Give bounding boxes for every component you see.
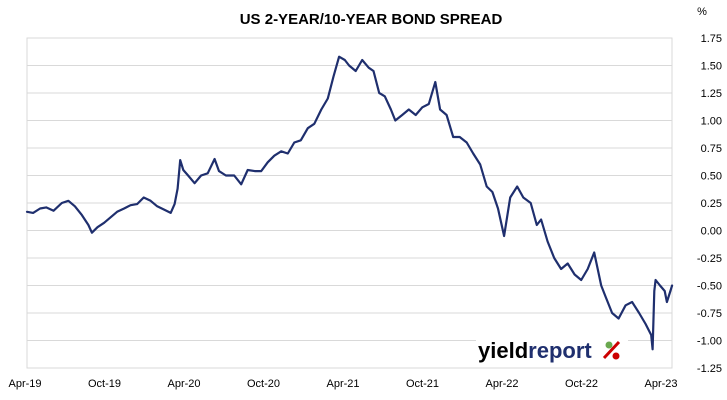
spread-series-line (25, 55, 674, 351)
x-tick-label: Oct-20 (247, 378, 280, 390)
y-tick-label: 1.25 (701, 88, 722, 100)
y-tick-label: 0.75 (701, 143, 722, 155)
x-tick-label: Oct-19 (88, 378, 121, 390)
plot-area-border (26, 37, 673, 369)
y-axis-unit-label: % (697, 6, 707, 18)
y-tick-label: -0.75 (697, 308, 722, 320)
x-axis-ticks: Apr-19 Oct-19 Apr-20 Oct-20 Apr-21 Oct-21 Apr-… (8, 378, 677, 390)
x-tick-label: Apr-19 (8, 378, 41, 390)
x-tick-label: Apr-21 (326, 378, 359, 390)
y-tick-label: 0.00 (701, 226, 722, 238)
x-tick-label: Apr-23 (644, 378, 677, 390)
y-tick-label: 1.00 (701, 116, 722, 128)
y-tick-label: 1.50 (701, 61, 722, 73)
y-tick-label: 0.25 (701, 198, 722, 210)
logo-text-report: report (528, 338, 592, 363)
y-tick-label: 1.75 (701, 33, 722, 45)
y-tick-label: -1.25 (697, 363, 722, 375)
x-tick-label: Oct-22 (565, 378, 598, 390)
logo-percent-icon (602, 340, 621, 360)
x-tick-label: Apr-22 (485, 378, 518, 390)
x-tick-label: Oct-21 (406, 378, 439, 390)
y-tick-label: -0.50 (697, 281, 722, 293)
y-tick-label: -0.25 (697, 253, 722, 265)
y-tick-label: 0.50 (701, 171, 722, 183)
y-axis-ticks: 1.75 1.50 1.25 1.00 0.75 0.50 0.25 0.00 -0.25 -0.… (697, 33, 722, 375)
gridlines (27, 37, 672, 369)
svg-text:yieldreport: yieldreport (478, 338, 592, 363)
chart-title: US 2-YEAR/10-YEAR BOND SPREAD (240, 11, 503, 28)
x-tick-label: Apr-20 (167, 378, 200, 390)
logo-text-yield: yield (478, 338, 528, 363)
yieldreport-logo: yieldreport (476, 334, 628, 366)
y-tick-label: -1.00 (697, 336, 722, 348)
